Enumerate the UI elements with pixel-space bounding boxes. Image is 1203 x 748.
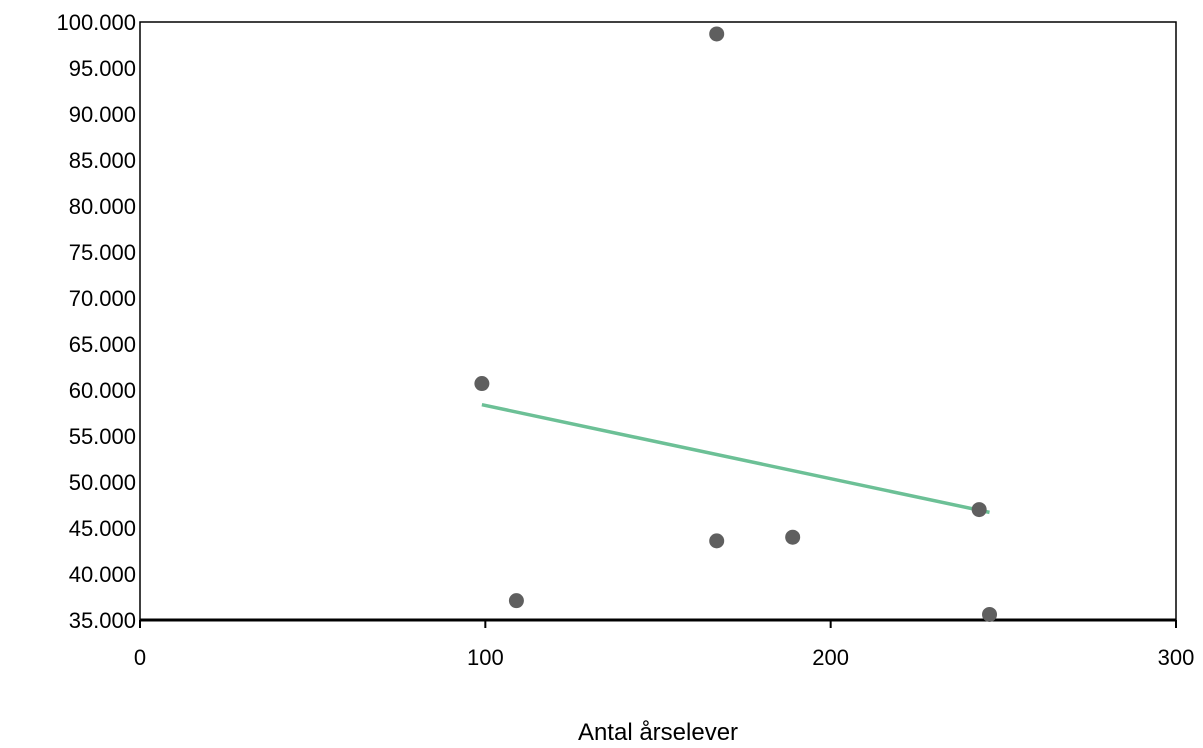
x-tick-labels: 0 100 200 300	[134, 645, 1194, 670]
data-points	[474, 26, 998, 622]
y-tick-label: 55.000	[69, 424, 136, 449]
y-tick-label: 75.000	[69, 240, 136, 265]
x-tick-label: 0	[134, 645, 146, 670]
data-point	[709, 533, 725, 549]
data-point	[982, 606, 998, 622]
data-point	[508, 593, 524, 609]
trendline	[481, 403, 990, 515]
y-tick-label: 50.000	[69, 470, 136, 495]
plot-area	[139, 21, 1177, 621]
y-tick-label: 40.000	[69, 562, 136, 587]
x-tick-label: 200	[812, 645, 849, 670]
y-tick-label: 100.000	[56, 10, 136, 35]
y-tick-label: 80.000	[69, 194, 136, 219]
y-tick-label: 45.000	[69, 516, 136, 541]
y-tick-labels: 35.000 40.000 45.000 50.000 55.000 60.000 65.0…	[56, 10, 136, 633]
y-tick-label: 95.000	[69, 56, 136, 81]
y-tick-label: 60.000	[69, 378, 136, 403]
data-point	[971, 502, 987, 518]
x-tick-marks	[139, 620, 1177, 628]
x-tick-label: 100	[467, 645, 504, 670]
data-point	[474, 376, 490, 392]
y-tick-label: 35.000	[69, 608, 136, 633]
data-point	[709, 26, 725, 42]
x-axis-title: Antal årselever	[578, 719, 738, 746]
x-tick-label: 300	[1158, 645, 1195, 670]
y-tick-label: 85.000	[69, 148, 136, 173]
y-tick-label: 70.000	[69, 286, 136, 311]
data-point	[785, 529, 801, 545]
y-tick-label: 90.000	[69, 102, 136, 127]
y-tick-label: 65.000	[69, 332, 136, 357]
